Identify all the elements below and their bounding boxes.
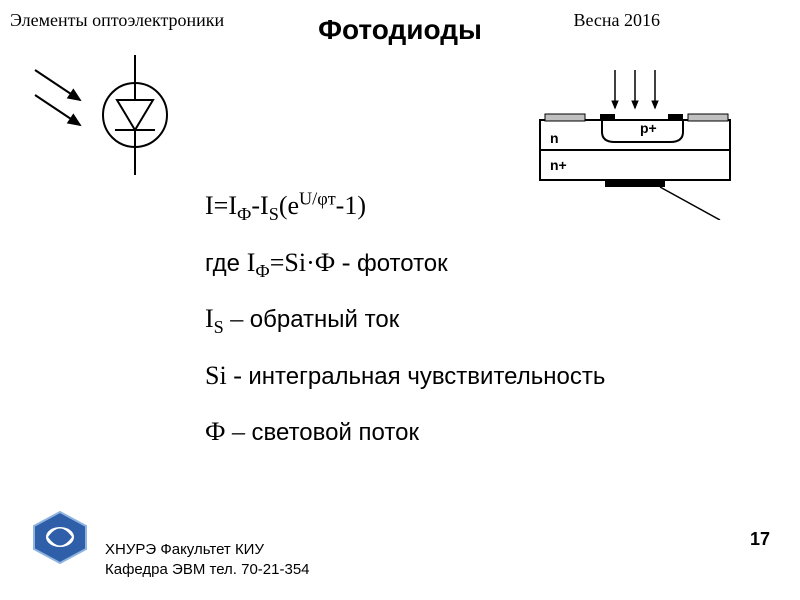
formula-sensitivity: Si - интегральная чувствительность (205, 350, 605, 402)
formula-main: I=IФ-IS(eU/φт-1) (205, 180, 605, 233)
label-n-plus: n+ (550, 157, 567, 173)
university-logo-icon (30, 510, 90, 565)
label-p-plus: p+ (640, 120, 657, 136)
footer-line-1: ХНУРЭ Факультет КИУ (105, 540, 310, 560)
footer-line-2: Кафедра ЭВМ тел. 70-21-354 (105, 560, 310, 580)
formula-flux: Ф – световой поток (205, 406, 605, 458)
formula-photocurrent: где IФ=Si·Ф - фототок (205, 237, 605, 290)
footer-affiliation: ХНУРЭ Факультет КИУ Кафедра ЭВМ тел. 70-… (105, 540, 310, 581)
photodiode-symbol (25, 55, 195, 175)
slide: Элементы оптоэлектроники Весна 2016 Фото… (0, 0, 800, 600)
formula-reverse-current: IS – обратный ток (205, 293, 605, 346)
page-number: 17 (750, 529, 770, 550)
slide-title: Фотодиоды (0, 14, 800, 46)
formula-block: I=IФ-IS(eU/φт-1) где IФ=Si·Ф - фототок I… (205, 180, 605, 462)
label-n: n (550, 130, 559, 146)
